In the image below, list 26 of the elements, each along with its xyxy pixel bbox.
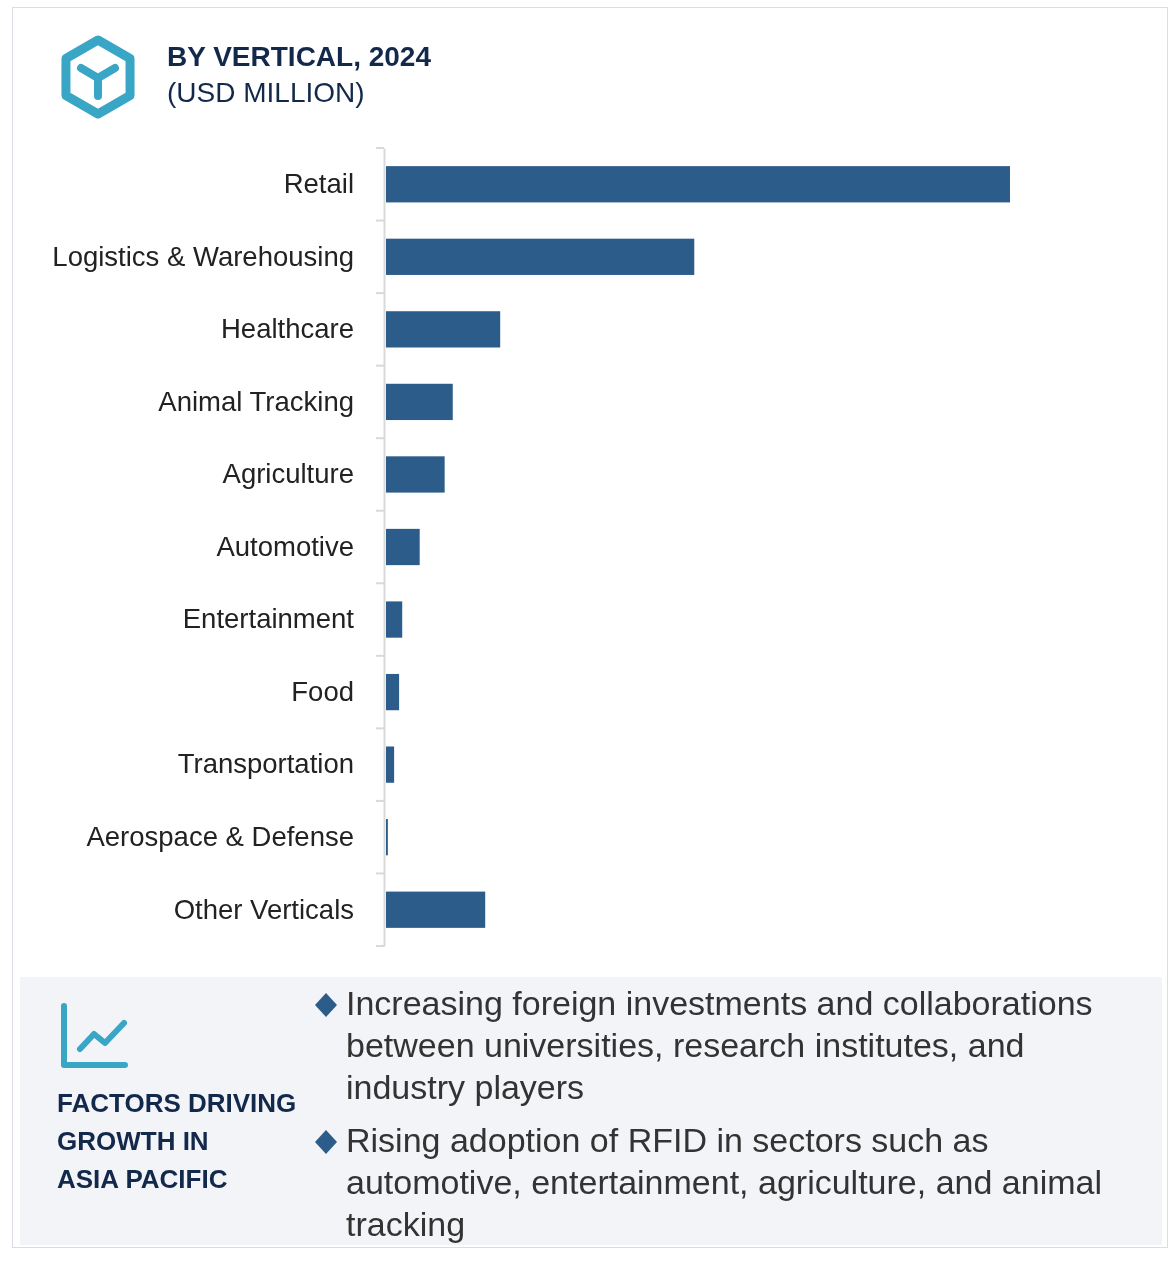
bar bbox=[386, 383, 453, 421]
y-tick-label: Animal Tracking bbox=[158, 385, 354, 417]
y-tick-label: Retail bbox=[283, 168, 354, 200]
bar bbox=[386, 456, 445, 493]
y-tick-label: Aerospace & Defense bbox=[86, 820, 354, 852]
bar bbox=[386, 673, 400, 711]
y-tick-label: Other Verticals bbox=[173, 893, 354, 925]
text: Increasing foreign investments and collaborations between universities, research institutes, and industry players bbox=[346, 984, 1093, 1106]
y-tick-label: Entertainment bbox=[182, 603, 355, 635]
y-tick-label: Healthcare bbox=[221, 313, 354, 345]
bar bbox=[386, 311, 501, 348]
y-tick-label: Automotive bbox=[216, 530, 354, 562]
y-tick-label: Transportation bbox=[177, 748, 354, 780]
y-tick-label: Food bbox=[291, 675, 354, 707]
text: Rising adoption of RFID in sectors such as automotive, entertainment, agriculture, and animal tracking bbox=[346, 1121, 1102, 1243]
bar bbox=[386, 891, 486, 928]
bar bbox=[386, 601, 403, 638]
chart-title: BY VERTICAL, 2024 bbox=[167, 41, 432, 72]
text: FACTORS DRIVING GROWTH IN ASIA PACIFIC bbox=[57, 1088, 297, 1194]
bar bbox=[386, 166, 1010, 203]
bar bbox=[386, 746, 395, 783]
bar bbox=[386, 238, 695, 275]
bar bbox=[386, 528, 420, 566]
y-tick-label: Logistics & Warehousing bbox=[52, 240, 354, 272]
chart-subtitle: (USD MILLION) bbox=[167, 77, 365, 108]
y-tick-label: Agriculture bbox=[222, 458, 354, 490]
